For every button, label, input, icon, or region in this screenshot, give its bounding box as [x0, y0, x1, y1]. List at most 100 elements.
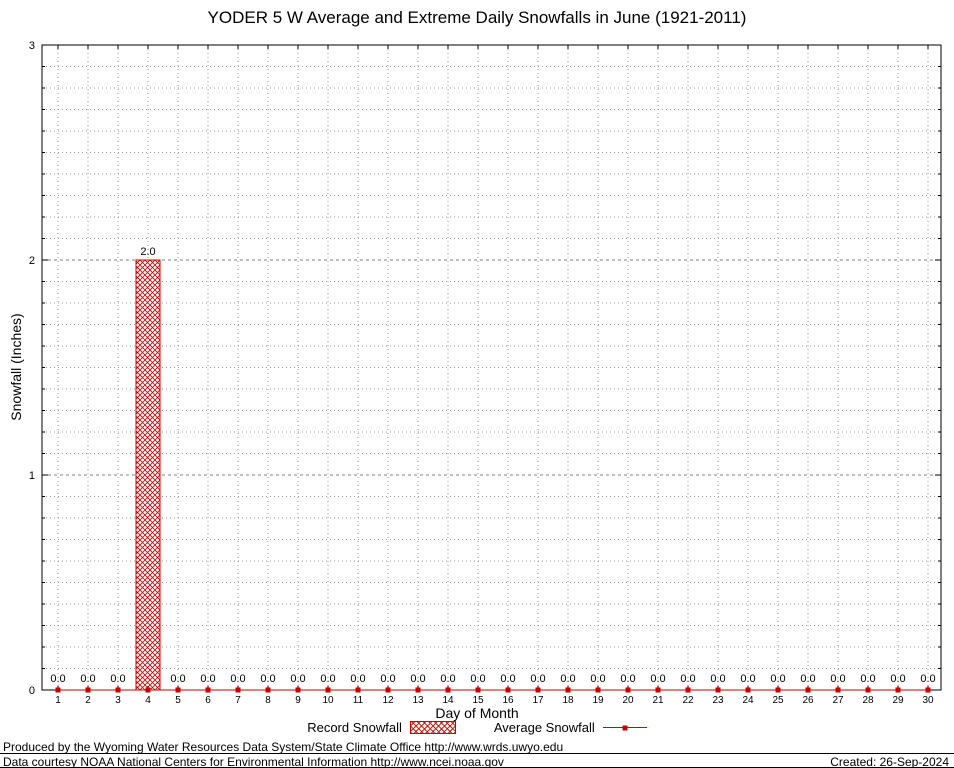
svg-text:0.0: 0.0: [500, 673, 515, 685]
average-snowfall-point: [685, 687, 691, 693]
svg-text:2.0: 2.0: [140, 246, 155, 258]
svg-text:13: 13: [412, 695, 424, 706]
record-snowfall-bar: [135, 259, 161, 691]
svg-text:3: 3: [115, 695, 121, 706]
svg-text:0.0: 0.0: [890, 673, 905, 685]
average-snowfall-point: [865, 687, 871, 693]
average-snowfall-point: [625, 687, 631, 693]
svg-text:0.0: 0.0: [470, 673, 485, 685]
created-date: Created: 26-Sep-2024: [830, 755, 949, 768]
average-snowfall-point: [745, 687, 751, 693]
svg-text:16: 16: [502, 695, 514, 706]
record-snowfall-swatch: [409, 721, 456, 734]
svg-text:1: 1: [29, 470, 35, 482]
svg-text:0.0: 0.0: [620, 673, 635, 685]
average-snowfall-point: [805, 687, 811, 693]
legend-label-average: Average Snowfall: [493, 720, 595, 735]
gridlines: [42, 45, 941, 690]
svg-text:9: 9: [295, 695, 301, 706]
svg-text:0.0: 0.0: [560, 673, 575, 685]
average-snowfall-point: [565, 687, 571, 693]
svg-text:0.0: 0.0: [920, 673, 935, 685]
average-snowfall-point: [835, 687, 841, 693]
average-snowfall-point: [415, 687, 421, 693]
svg-text:0.0: 0.0: [260, 673, 275, 685]
svg-text:0.0: 0.0: [200, 673, 215, 685]
svg-text:0.0: 0.0: [440, 673, 455, 685]
svg-text:29: 29: [892, 695, 904, 706]
average-snowfall-point: [535, 687, 541, 693]
svg-text:17: 17: [532, 695, 544, 706]
average-snowfall-point: [895, 687, 901, 693]
svg-text:0.0: 0.0: [290, 673, 305, 685]
svg-text:0.0: 0.0: [860, 673, 875, 685]
svg-text:0.0: 0.0: [680, 673, 695, 685]
svg-text:2: 2: [85, 695, 91, 706]
svg-text:15: 15: [472, 695, 484, 706]
average-snowfall-point: [205, 687, 211, 693]
average-snowfall-point: [325, 687, 331, 693]
svg-text:5: 5: [175, 695, 181, 706]
svg-text:0: 0: [29, 685, 35, 697]
average-snowfall-point: [715, 687, 721, 693]
legend: Record Snowfall Average Snowfall: [0, 720, 954, 735]
bar-value-labels: 0.0 0.0 0.0 2.0 0.0 0.0 0.0 0.0 0.0 0.0 0.0 0.0 0.0 0…: [50, 246, 935, 685]
svg-text:7: 7: [235, 695, 241, 706]
svg-text:4: 4: [145, 695, 151, 706]
axis-ticks: [42, 44, 941, 691]
y-tick-labels: 0 1 2 3: [29, 40, 35, 697]
average-snowfall-point: [445, 687, 451, 693]
svg-text:28: 28: [862, 695, 874, 706]
svg-text:0.0: 0.0: [80, 673, 95, 685]
svg-text:0.0: 0.0: [740, 673, 755, 685]
average-snowfall-point: [265, 687, 271, 693]
average-snowfall-point: [775, 687, 781, 693]
svg-text:8: 8: [265, 695, 271, 706]
average-snowfall-point: [115, 687, 121, 693]
footer-divider: [0, 753, 954, 754]
average-snowfall-point: [385, 687, 391, 693]
svg-text:0.0: 0.0: [110, 673, 125, 685]
svg-text:3: 3: [29, 40, 35, 52]
svg-text:10: 10: [322, 695, 334, 706]
svg-text:30: 30: [922, 695, 934, 706]
svg-text:21: 21: [652, 695, 664, 706]
svg-text:0.0: 0.0: [50, 673, 65, 685]
average-snowfall-point: [55, 687, 61, 693]
svg-text:20: 20: [622, 695, 634, 706]
average-snowfall-point: [595, 687, 601, 693]
svg-text:12: 12: [382, 695, 394, 706]
svg-text:0.0: 0.0: [650, 673, 665, 685]
footer-produced-by: Produced by the Wyoming Water Resources …: [3, 740, 564, 754]
y-axis-label: Snowfall (Inches): [8, 313, 24, 421]
legend-item-average: Average Snowfall: [494, 720, 647, 735]
average-snowfall-point: [85, 687, 91, 693]
chart-title: YODER 5 W Average and Extreme Daily Snow…: [207, 8, 747, 27]
svg-text:23: 23: [712, 695, 724, 706]
legend-item-record: Record Snowfall: [307, 720, 456, 735]
svg-text:0.0: 0.0: [230, 673, 245, 685]
svg-text:22: 22: [682, 695, 694, 706]
footer-data-courtesy: Data courtesy NOAA National Centers for …: [3, 755, 504, 768]
svg-text:2: 2: [29, 255, 35, 267]
svg-text:0.0: 0.0: [590, 673, 605, 685]
average-snowfall-point: [175, 687, 181, 693]
svg-text:24: 24: [742, 695, 754, 706]
svg-text:0.0: 0.0: [530, 673, 545, 685]
svg-text:18: 18: [562, 695, 574, 706]
svg-text:0.0: 0.0: [710, 673, 725, 685]
svg-text:0.0: 0.0: [830, 673, 845, 685]
average-snowfall-point: [355, 687, 361, 693]
svg-text:26: 26: [802, 695, 814, 706]
svg-text:6: 6: [205, 695, 211, 706]
average-snowfall-point: [505, 687, 511, 693]
average-snowfall-point: [475, 687, 481, 693]
x-tick-labels: 1 2 3 4 5 6 7 8 9 10 11 12 13 14 15 16 17 18 19 20 21 22 23 24 2…: [55, 695, 934, 706]
svg-text:14: 14: [442, 695, 454, 706]
average-snowfall-point: [925, 687, 931, 693]
record-snowfall-bars: [135, 259, 161, 691]
average-snowfall-swatch: [602, 722, 647, 733]
average-snowfall-point: [235, 687, 241, 693]
